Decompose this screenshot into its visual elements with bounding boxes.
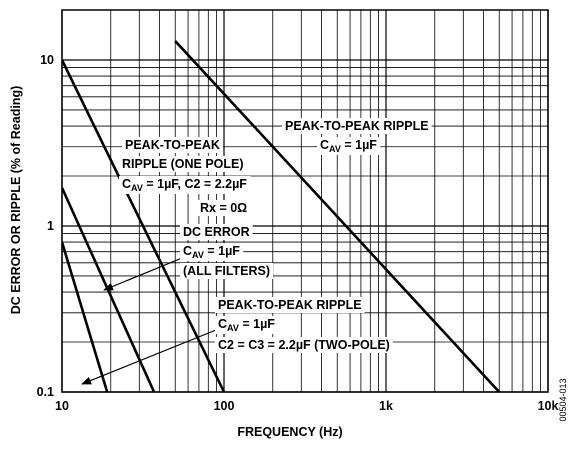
label-background [180,224,253,240]
arrow [103,257,183,291]
annotation-text: C [122,177,131,191]
label-background [215,316,279,334]
annotation-text: C [320,138,329,152]
y-tick-label: 0.1 [37,385,54,399]
label-background [119,176,251,194]
subscript: AV [329,144,341,154]
annotation-text: RIPPLE (ONE POLE) [122,157,244,171]
plot-frame [61,9,549,393]
y-axis-label: DC ERROR OR RIPPLE (% of Reading) [9,86,23,314]
annotation: DC ERROR CAV = 1µF (ALL FILTERS) [180,224,274,279]
annotation-line: (ALL FILTERS) [183,264,270,278]
x-axis-label: FREQUENCY (Hz) [237,425,342,439]
label-background [119,156,247,172]
annotation-text: PEAK-TO-PEAK [125,138,220,152]
figure-id: 00504-013 [558,378,568,421]
annotation-line: PEAK-TO-PEAK RIPPLE [285,119,429,133]
subscript: AV [227,323,239,333]
x-tick-label: 1k [379,399,393,413]
annotation-line: CAV = 1µF, C2 = 2.2µF [122,177,247,193]
label-background [180,263,274,279]
annotation: PEAK-TO-PEAK RIPPLE CAV = 1µF [282,118,432,155]
annotation-line: DC ERROR [183,225,250,239]
annotation: PEAK-TO-PEAK RIPPLE CAV = 1µF C2 = C3 = 2.… [215,297,393,353]
curve [62,241,109,392]
y-tick-label: 10 [40,53,54,67]
annotation-text: = 1µF, C2 = 2.2µF [143,177,247,191]
label-background [197,200,251,216]
curve [62,59,226,392]
annotation-line: CAV = 1µF [320,138,377,154]
annotation-line: Rx = 0Ω [200,201,247,215]
annotation-text: = 1µF [204,244,240,258]
annotation-text: Rx = 0Ω [200,201,247,215]
annotation-line: CAV = 1µF [218,317,275,333]
annotation-line: RIPPLE (ONE POLE) [122,157,244,171]
label-background [122,137,223,153]
annotation-text: C2 = C3 = 2.2µF (TWO-POLE) [218,338,390,352]
label-background [215,297,365,313]
label-background [180,243,244,261]
annotation-text: C [218,317,227,331]
label-background [215,337,393,353]
annotation-line: PEAK-TO-PEAK [125,138,220,152]
subscript: AV [192,250,204,260]
annotation-line: C2 = C3 = 2.2µF (TWO-POLE) [218,338,390,352]
x-tick-label: 100 [214,399,235,413]
x-tick-label: 10k [538,399,559,413]
annotation-text: = 1µF [341,138,377,152]
annotation-text: C [183,244,192,258]
x-tick-label: 10 [55,399,69,413]
annotation-text: PEAK-TO-PEAK RIPPLE [218,298,362,312]
annotation-line: CAV = 1µF [183,244,240,260]
arrow [81,329,217,385]
annotation-text: = 1µF [239,317,275,331]
curve [174,40,501,392]
label-background [317,137,381,155]
annotation-text: (ALL FILTERS) [183,264,270,278]
annotation-line: PEAK-TO-PEAK RIPPLE [218,298,362,312]
label-background [282,118,432,134]
annotation-text: DC ERROR [183,225,250,239]
annotation: PEAK-TO-PEAK RIPPLE (ONE POLE) CAV = 1µF, … [119,137,251,216]
annotation-text: PEAK-TO-PEAK RIPPLE [285,119,429,133]
subscript: AV [131,183,143,193]
y-tick-label: 1 [47,219,54,233]
